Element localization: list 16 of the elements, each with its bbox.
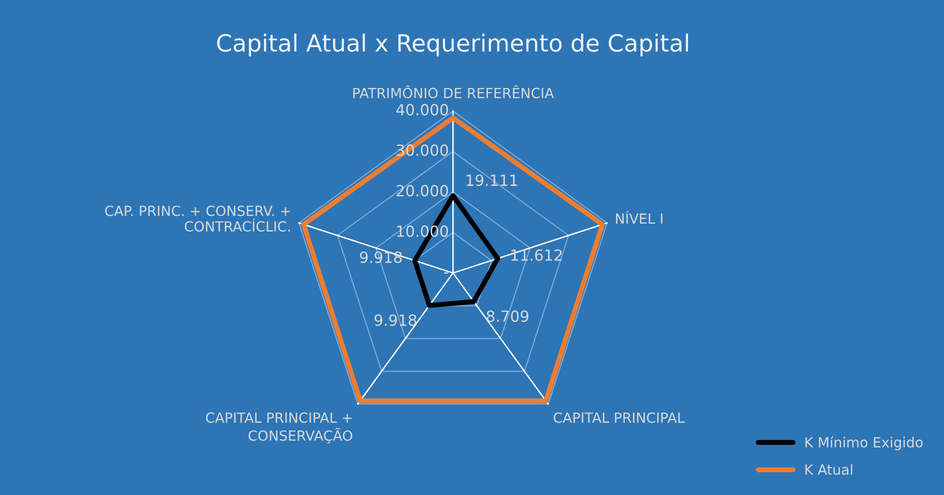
spoke-label: CAPITAL PRINCIPAL [554,412,685,423]
chart-title: Capital Atual x Requerimento de Capital [217,34,688,56]
y-tick-label: - [444,272,448,274]
legend-label: K Atual [805,464,852,475]
data-label: 11.612 [511,249,562,261]
spoke-label: CAP. PRINC. + CONSERV. + CONTRACÍCLIC. [105,206,290,232]
spoke-label: NÍVEL I [616,210,662,224]
y-tick-label: 20.000 [396,184,448,196]
spoke-label: PATRIMÔNIO DE REFERÊNCIA [353,85,554,98]
data-label: 19.111 [466,174,518,186]
data-label: 9.918 [374,314,416,326]
spoke-label: CAPITAL PRINCIPAL + CONSERVAÇÃO [206,412,352,444]
data-label: 9.918 [360,251,402,264]
data-label: 8.709 [486,310,528,322]
y-tick-label: 40.000 [396,104,448,116]
legend-label: K Mínimo Exigido [805,436,923,450]
